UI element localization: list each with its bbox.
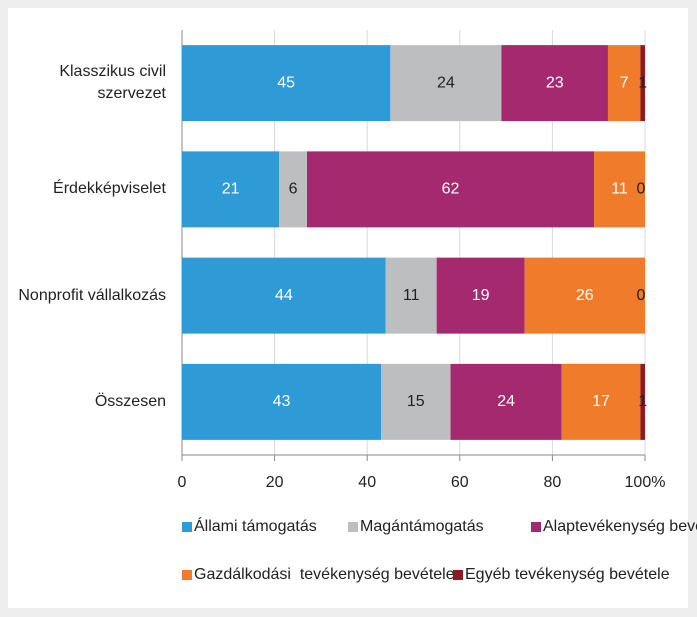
- y-tick-label: Érdekképviselet: [53, 180, 166, 198]
- data-label: 62: [442, 181, 460, 198]
- x-tick-label: 20: [266, 474, 284, 491]
- data-label: 17: [592, 393, 610, 410]
- bar-segment: [450, 363, 562, 440]
- legend-label: Állami támogatás: [194, 516, 317, 535]
- data-label: 11: [611, 181, 628, 198]
- y-tick-label: Nonprofit vállalkozás: [18, 286, 166, 304]
- legend-label: Gazdálkodási tevékenység bevétele: [194, 566, 455, 583]
- bar-segment: [390, 45, 502, 122]
- data-label: 26: [576, 287, 594, 304]
- data-label: 0: [637, 287, 646, 304]
- y-tick-label: Klasszikus civil szervezet: [59, 63, 166, 103]
- bar-segment: [524, 257, 645, 334]
- data-label: 24: [437, 74, 455, 91]
- legend-swatch: [453, 570, 463, 580]
- bar-segment: [307, 151, 595, 228]
- x-tick-label: 100%: [625, 474, 666, 491]
- data-label: 1: [638, 393, 647, 410]
- data-label: 1: [638, 74, 647, 91]
- legend-label: Egyéb tevékenység bevétele: [465, 566, 670, 583]
- legend-swatch: [348, 522, 358, 532]
- bar-segment: [279, 151, 308, 228]
- bar-segment: [594, 151, 645, 228]
- bar-segment: [182, 363, 382, 440]
- bar-segment: [182, 45, 391, 122]
- bar-segment: [501, 45, 608, 122]
- legend-swatch: [182, 570, 192, 580]
- x-tick-label: 0: [178, 474, 187, 491]
- x-tick-label: 40: [358, 474, 376, 491]
- bar-segment: [182, 151, 280, 228]
- y-tick-label: Összesen: [94, 392, 166, 410]
- bar-segment: [607, 45, 641, 122]
- data-label: 6: [289, 181, 298, 198]
- x-tick-label: 80: [544, 474, 562, 491]
- bar-segment: [640, 45, 645, 122]
- legend-swatch: [182, 522, 192, 532]
- data-label: 24: [497, 393, 515, 410]
- data-label: 45: [277, 74, 295, 91]
- bar-segment: [561, 363, 641, 440]
- legend-swatch: [531, 522, 541, 532]
- data-label: 43: [273, 393, 291, 410]
- bar-segment: [436, 257, 525, 334]
- data-label: 7: [620, 74, 629, 91]
- bar-segment: [182, 257, 386, 334]
- data-label: 23: [546, 74, 564, 91]
- legend-label: Alaptevékenység bevétele: [543, 518, 697, 535]
- bar-segment: [381, 363, 451, 440]
- data-label: 0: [637, 181, 646, 198]
- bar-segment: [640, 363, 645, 440]
- x-tick-label: 60: [451, 474, 469, 491]
- legend-label: Magántámogatás: [360, 518, 484, 535]
- data-label: 19: [472, 287, 490, 304]
- data-label: 15: [407, 393, 425, 410]
- data-label: 21: [222, 181, 240, 198]
- data-label: 44: [275, 287, 293, 304]
- bar-segment: [385, 257, 437, 334]
- data-label: 11: [403, 287, 420, 304]
